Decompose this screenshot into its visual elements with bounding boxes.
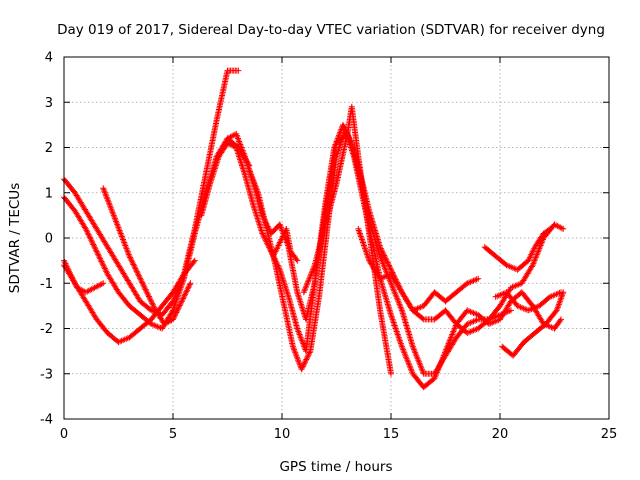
x-tick-label: 20 bbox=[492, 427, 509, 442]
x-tick-label: 15 bbox=[383, 427, 400, 442]
plus-marks bbox=[492, 289, 564, 314]
y-tick-label: -2 bbox=[40, 322, 53, 337]
x-axis-label: GPS time / hours bbox=[279, 459, 392, 475]
plus-marks bbox=[300, 103, 394, 377]
chart-title: Day 019 of 2017, Sidereal Day-to-day VTE… bbox=[57, 22, 605, 38]
y-tick-label: -4 bbox=[40, 413, 53, 428]
y-axis-label: SDTVAR / TECUs bbox=[7, 183, 23, 293]
series-trace-2 bbox=[61, 135, 253, 332]
y-tick-label: 3 bbox=[45, 96, 53, 111]
y-tick-label: 2 bbox=[45, 141, 53, 156]
series-trace-9 bbox=[270, 225, 301, 264]
grid-lines bbox=[64, 57, 609, 419]
x-tick-label: 25 bbox=[601, 427, 618, 442]
plus-marks bbox=[270, 225, 301, 264]
plus-marks bbox=[61, 135, 253, 332]
y-tick-label: 1 bbox=[45, 186, 53, 201]
y-tick-label: -3 bbox=[40, 367, 53, 382]
plus-marks bbox=[499, 289, 567, 359]
x-tick-label: 0 bbox=[60, 427, 68, 442]
y-tick-label: 4 bbox=[45, 51, 53, 66]
series-trace-13 bbox=[499, 289, 567, 359]
y-tick-label: 0 bbox=[45, 232, 53, 247]
x-tick-label: 10 bbox=[274, 427, 291, 442]
series-trace-12 bbox=[481, 225, 554, 273]
series-trace-11 bbox=[355, 221, 567, 336]
plus-marks bbox=[100, 185, 194, 327]
series-trace-10 bbox=[300, 103, 394, 377]
x-tick-label: 5 bbox=[169, 427, 177, 442]
plus-marks bbox=[481, 225, 554, 273]
y-tick-label: -1 bbox=[40, 277, 53, 292]
plus-marks bbox=[355, 221, 567, 336]
plot-frame bbox=[63, 56, 610, 420]
series-trace-4 bbox=[100, 185, 194, 327]
axis-ticks: 0 5 10 15 20 25 -4 -3 -2 -1 0 1 2 3 4 bbox=[40, 51, 617, 443]
series-trace-14 bbox=[492, 289, 564, 314]
data-marks bbox=[61, 67, 567, 391]
